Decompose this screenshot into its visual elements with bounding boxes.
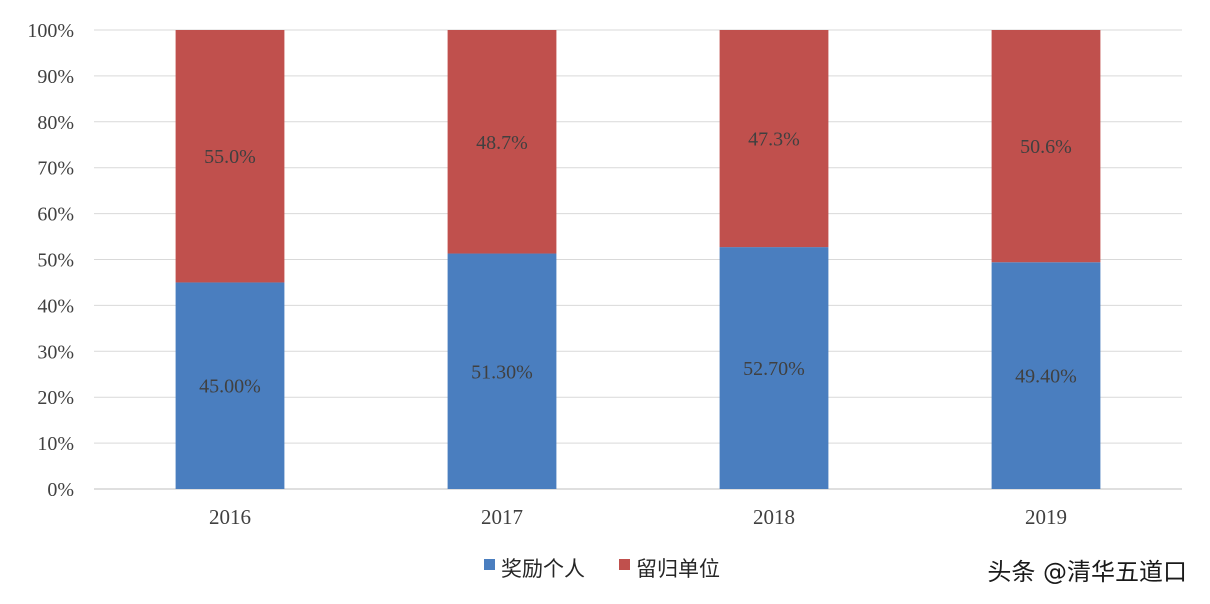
legend-swatch — [619, 559, 630, 570]
data-label: 51.30% — [471, 361, 533, 383]
y-tick-label: 100% — [27, 20, 74, 42]
y-tick-label: 60% — [37, 204, 74, 226]
data-label: 49.40% — [1015, 366, 1077, 388]
x-tick-label: 2017 — [481, 505, 523, 529]
x-axis-tick-labels: 2016 2017 2018 2019 — [209, 505, 1067, 529]
bar-留归单位-2016 — [175, 30, 285, 283]
data-label: 47.3% — [748, 129, 800, 151]
data-label: 50.6% — [1020, 136, 1072, 158]
y-tick-label: 40% — [37, 295, 74, 317]
legend: 奖励个人 留归单位 — [484, 557, 720, 581]
y-axis-tick-labels: 0% 10% 20% 30% 40% 50% 60% 70% 80% 90% 100% — [27, 20, 74, 501]
data-label: 48.7% — [476, 132, 528, 154]
legend-label: 奖励个人 — [501, 557, 585, 581]
legend-swatch — [484, 559, 495, 570]
bars — [175, 30, 1101, 489]
y-tick-label: 70% — [37, 158, 74, 180]
x-tick-label: 2019 — [1025, 505, 1067, 529]
y-tick-label: 0% — [47, 479, 74, 501]
data-label: 52.70% — [743, 358, 805, 380]
x-tick-label: 2016 — [209, 505, 251, 529]
y-tick-label: 20% — [37, 387, 74, 409]
bar-留归单位-2018 — [719, 30, 829, 248]
watermark: 头条 @清华五道口 — [987, 558, 1187, 586]
x-tick-label: 2018 — [753, 505, 795, 529]
y-tick-label: 30% — [37, 341, 74, 363]
bar-奖励个人-2017 — [447, 253, 557, 489]
bar-留归单位-2017 — [447, 30, 557, 254]
bar-留归单位-2019 — [991, 30, 1101, 263]
legend-label: 留归单位 — [636, 557, 720, 581]
y-tick-label: 50% — [37, 250, 74, 272]
data-label: 45.00% — [199, 376, 261, 398]
bar-奖励个人-2018 — [719, 247, 829, 489]
data-label: 55.0% — [204, 146, 256, 168]
y-tick-label: 90% — [37, 66, 74, 88]
bar-奖励个人-2019 — [991, 262, 1101, 489]
y-tick-label: 10% — [37, 433, 74, 455]
bar-奖励个人-2016 — [175, 282, 285, 489]
y-tick-label: 80% — [37, 112, 74, 134]
data-labels: 45.00% 55.0% 51.30% 48.7% 52.70% 47.3% 49.40% 5… — [199, 129, 1077, 398]
